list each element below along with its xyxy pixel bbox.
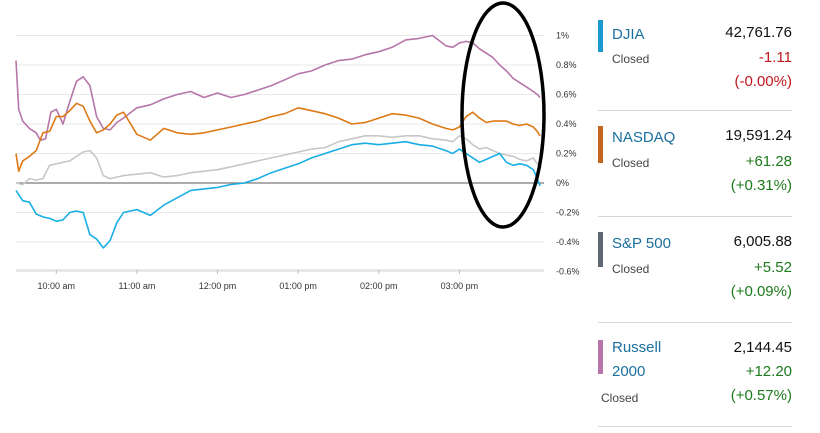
x-tick-label: 12:00 pm <box>199 281 237 291</box>
index-status: Closed <box>612 52 650 66</box>
index-status: Closed <box>612 262 650 276</box>
index-percent: (+0.31%) <box>730 177 792 194</box>
index-sp500[interactable]: S&P 500 6,005.88 Closed +5.52 (+0.09%) <box>598 224 792 320</box>
market-chart: 1% 0.8% 0.6% 0.4% 0.2% 0% -0.2% -0.4% -0.6% 10:0… <box>15 1 580 291</box>
y-tick-label: 0.4% <box>556 119 577 129</box>
y-tick-label: 0% <box>556 178 569 188</box>
index-djia[interactable]: DJIA 42,761.76 Closed -1.11 (-0.00%) <box>598 14 792 110</box>
index-change: +12.20 <box>745 363 792 380</box>
index-price: 2,144.45 <box>733 339 792 356</box>
y-tick-label: 0.8% <box>556 60 577 70</box>
x-tick-label: 01:00 pm <box>279 281 317 291</box>
y-tick-label: -0.2% <box>556 208 580 218</box>
index-change: +5.52 <box>754 259 792 276</box>
chart-series <box>15 34 541 249</box>
divider <box>598 216 792 217</box>
index-name[interactable]: DJIA <box>612 26 645 43</box>
index-name-line2[interactable]: 2000 <box>612 363 646 380</box>
index-color-bar <box>598 126 603 163</box>
divider <box>598 426 792 427</box>
index-percent: (-0.00%) <box>734 73 792 90</box>
index-price: 6,005.88 <box>733 233 792 250</box>
index-color-bar <box>598 340 603 374</box>
y-tick-label: -0.4% <box>556 237 580 247</box>
index-price: 19,591.24 <box>725 127 792 144</box>
x-tick-label: 02:00 pm <box>360 281 398 291</box>
x-tick-label: 11:00 am <box>118 281 155 291</box>
index-percent: (+0.57%) <box>730 387 792 404</box>
index-status: Closed <box>601 391 639 405</box>
series-line-nasdaq <box>15 102 541 172</box>
x-tick-label: 10:00 am <box>38 281 76 291</box>
x-tick-label: 03:00 pm <box>441 281 479 291</box>
y-tick-label: -0.6% <box>556 267 580 277</box>
index-percent: (+0.09%) <box>730 283 792 300</box>
series-line-s-p-500 <box>15 135 541 186</box>
divider <box>598 322 792 323</box>
index-name[interactable]: S&P 500 <box>612 235 671 252</box>
y-tick-label: 1% <box>556 31 569 41</box>
y-axis-labels: 1% 0.8% 0.6% 0.4% 0.2% 0% -0.2% -0.4% -0.6% <box>556 31 580 277</box>
y-tick-label: 0.2% <box>556 149 577 159</box>
index-name[interactable]: NASDAQ <box>612 129 676 146</box>
y-tick-label: 0.6% <box>556 90 577 100</box>
index-price: 42,761.76 <box>725 24 792 41</box>
divider <box>598 110 792 111</box>
index-change: -1.11 <box>758 49 792 66</box>
index-name-line1[interactable]: Russell <box>612 339 662 356</box>
index-color-bar <box>598 232 603 267</box>
index-russell-2000[interactable]: Russell 2000 2,144.45 +12.20 Closed (+0.… <box>598 330 792 430</box>
chart-grid <box>16 35 544 272</box>
x-axis-labels: 10:00 am 11:00 am 12:00 pm 01:00 pm 02:00 pm… <box>38 270 479 291</box>
index-nasdaq[interactable]: NASDAQ 19,591.24 Closed +61.28 (+0.31%) <box>598 118 792 214</box>
index-color-bar <box>598 20 603 52</box>
index-change: +61.28 <box>745 153 792 170</box>
series-line-djia <box>15 140 541 249</box>
highlight-ellipse <box>460 1 546 229</box>
index-status: Closed <box>612 156 650 170</box>
